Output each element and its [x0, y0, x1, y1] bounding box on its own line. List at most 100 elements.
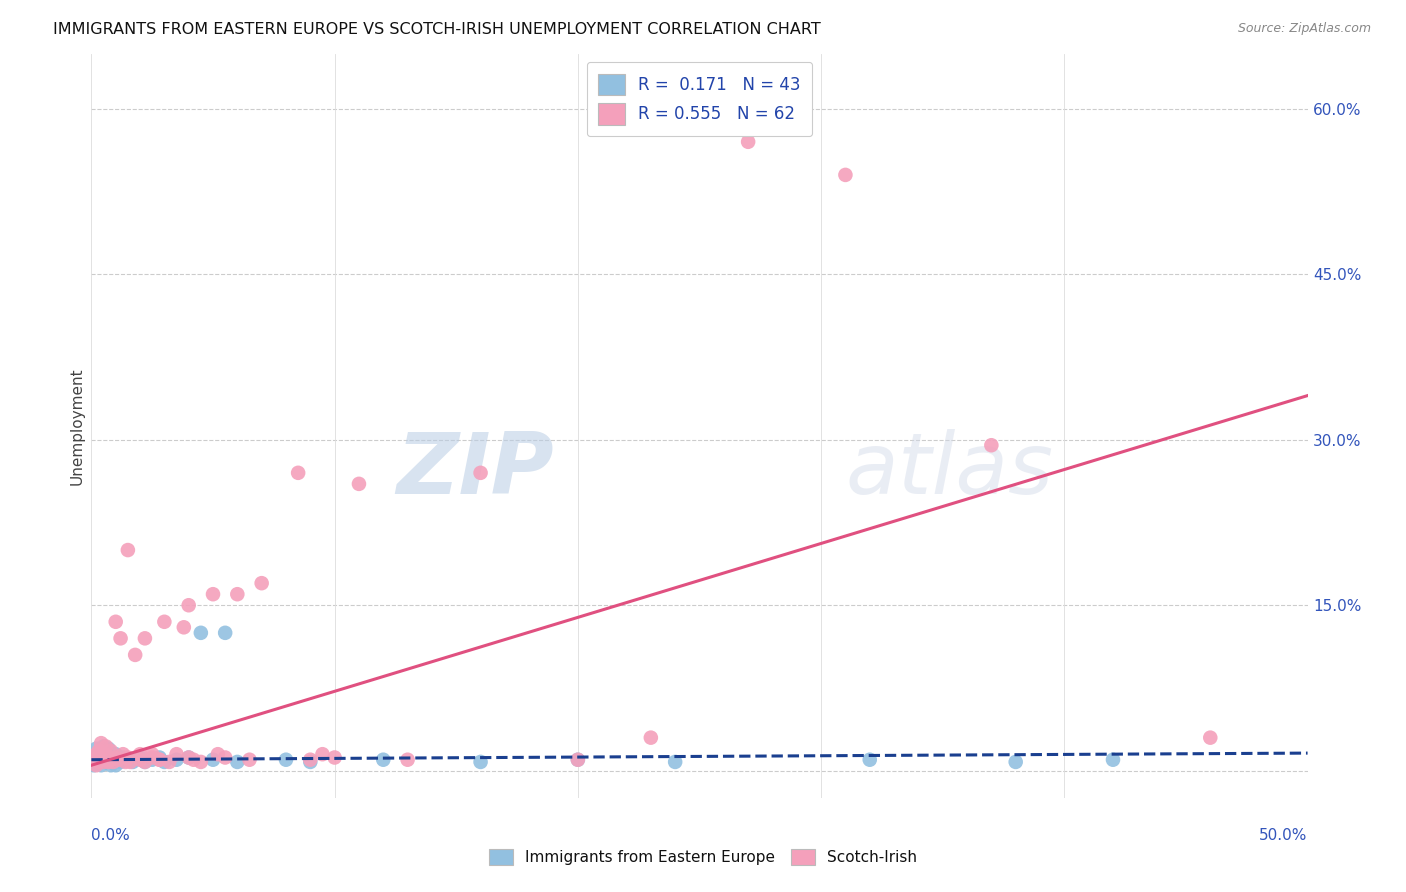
Point [148, 753, 170, 767]
Point [190, 755, 212, 769]
Point [110, 632, 132, 646]
Point [141, 753, 163, 767]
Point [396, 753, 419, 767]
Point [84, 741, 107, 756]
Text: IMMIGRANTS FROM EASTERN EUROPE VS SCOTCH-IRISH UNEMPLOYMENT CORRELATION CHART: IMMIGRANTS FROM EASTERN EUROPE VS SCOTCH… [53, 22, 821, 37]
Point [94, 755, 117, 769]
Point [121, 755, 143, 769]
Point [1004, 755, 1026, 769]
Point [250, 576, 273, 591]
Point [980, 438, 1002, 452]
Text: Source: ZipAtlas.com: Source: ZipAtlas.com [1237, 22, 1371, 36]
Point [117, 543, 139, 558]
Point [117, 750, 139, 764]
Point [97, 750, 120, 764]
Point [97, 755, 120, 769]
Point [87, 747, 110, 762]
Point [157, 755, 180, 769]
Point [100, 744, 122, 758]
Point [83, 758, 105, 772]
Point [90, 750, 112, 764]
Point [166, 747, 188, 762]
Point [173, 620, 195, 634]
Point [111, 747, 134, 762]
Point [470, 466, 492, 480]
Point [664, 755, 686, 769]
Point [148, 750, 170, 764]
Y-axis label: Unemployment: Unemployment [69, 368, 84, 484]
Point [104, 758, 127, 772]
Legend: R =  0.171   N = 43, R = 0.555   N = 62: R = 0.171 N = 43, R = 0.555 N = 62 [586, 62, 813, 136]
Point [103, 755, 125, 769]
Point [202, 753, 225, 767]
Point [859, 753, 882, 767]
Point [104, 615, 127, 629]
Point [83, 753, 105, 767]
Point [90, 744, 112, 758]
Point [373, 753, 395, 767]
Point [166, 753, 188, 767]
Point [323, 750, 346, 764]
Point [94, 753, 117, 767]
Point [117, 753, 139, 767]
Point [90, 758, 112, 772]
Point [148, 753, 170, 767]
Point [202, 587, 225, 601]
Point [100, 750, 122, 764]
Point [640, 731, 662, 745]
Point [207, 747, 229, 762]
Point [226, 587, 249, 601]
Point [347, 476, 370, 491]
Point [153, 755, 176, 769]
Point [97, 741, 120, 756]
Point [84, 758, 107, 772]
Point [183, 753, 205, 767]
Point [93, 755, 115, 769]
Point [141, 747, 163, 762]
Point [567, 753, 589, 767]
Point [153, 615, 176, 629]
Point [141, 750, 163, 764]
Point [87, 744, 110, 758]
Point [190, 625, 212, 640]
Point [299, 755, 322, 769]
Point [737, 135, 759, 149]
Point [100, 758, 122, 772]
Point [87, 755, 110, 769]
Point [567, 753, 589, 767]
Point [111, 750, 134, 764]
Point [177, 750, 200, 764]
Point [834, 168, 856, 182]
Point [287, 466, 309, 480]
Point [129, 753, 152, 767]
Point [94, 747, 117, 762]
Point [214, 750, 236, 764]
Point [238, 753, 260, 767]
Point [94, 739, 117, 754]
Point [103, 755, 125, 769]
Point [713, 112, 735, 127]
Point [87, 755, 110, 769]
Point [104, 747, 127, 762]
Point [93, 747, 115, 762]
Point [177, 750, 200, 764]
Point [274, 753, 297, 767]
Point [134, 755, 156, 769]
Text: ZIP: ZIP [396, 429, 554, 512]
Point [134, 632, 156, 646]
Point [93, 739, 115, 754]
Point [470, 755, 492, 769]
Point [97, 753, 120, 767]
Point [214, 625, 236, 640]
Text: 0.0%: 0.0% [91, 828, 131, 843]
Point [1199, 731, 1222, 745]
Point [110, 755, 132, 769]
Point [120, 755, 142, 769]
Point [90, 736, 112, 750]
Point [226, 755, 249, 769]
Point [134, 755, 156, 769]
Point [311, 747, 333, 762]
Point [100, 753, 122, 767]
Legend: Immigrants from Eastern Europe, Scotch-Irish: Immigrants from Eastern Europe, Scotch-I… [482, 843, 924, 871]
Point [84, 753, 107, 767]
